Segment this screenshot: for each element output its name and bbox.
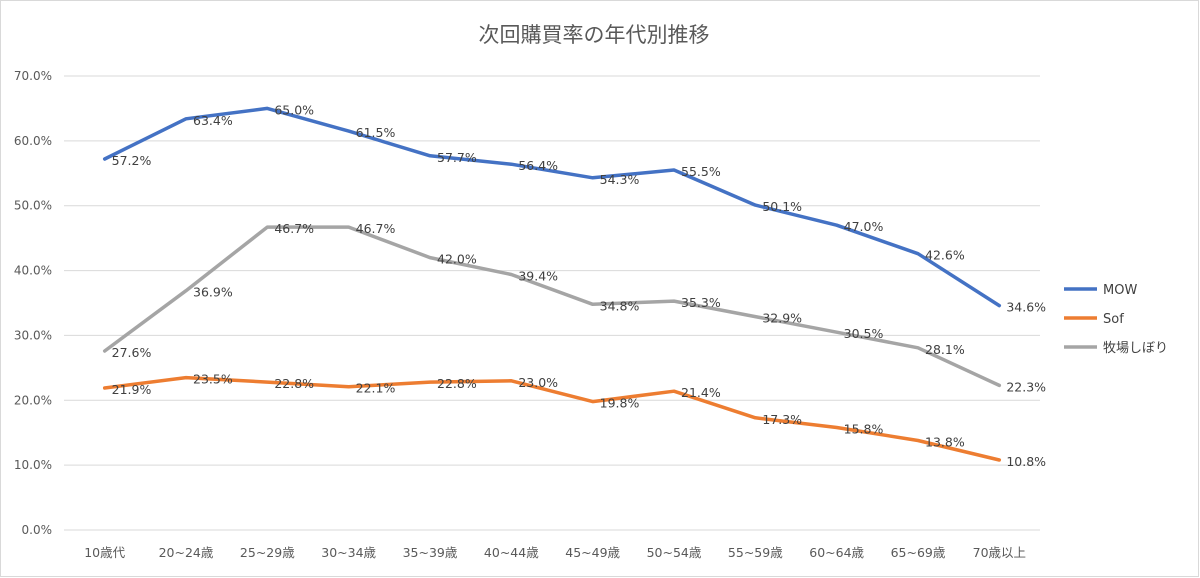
x-tick-label: 35~39歳 (403, 545, 458, 560)
y-tick-label: 60.0% (14, 134, 52, 148)
legend-label: 牧場しぼり (1103, 341, 1168, 356)
data-label: 63.4% (193, 113, 233, 128)
x-tick-label: 50~54歳 (647, 545, 702, 560)
x-tick-label: 20~24歳 (159, 545, 214, 560)
data-label: 22.8% (274, 376, 314, 391)
data-label: 17.3% (762, 412, 802, 427)
data-label: 35.3% (681, 295, 721, 310)
data-label: 50.1% (762, 199, 802, 214)
data-label: 28.1% (925, 342, 965, 357)
y-tick-label: 30.0% (14, 328, 52, 342)
data-label: 23.5% (193, 372, 233, 387)
data-label: 46.7% (356, 221, 396, 236)
y-tick-label: 40.0% (14, 264, 52, 278)
data-label: 21.4% (681, 385, 721, 400)
data-label: 34.8% (600, 298, 640, 313)
data-label: 22.3% (1006, 379, 1046, 394)
x-tick-label: 60~64歳 (809, 545, 864, 560)
x-tick-label: 10歳代 (84, 545, 125, 560)
x-axis-ticks: 10歳代 20~24歳 25~29歳 30~34歳 35~39歳 40~44歳 45~49歳… (84, 545, 1026, 560)
data-label: 27.6% (112, 345, 152, 360)
data-label: 22.1% (356, 381, 396, 396)
data-label: 55.5% (681, 164, 721, 179)
data-label: 57.7% (437, 150, 477, 165)
data-label: 42.6% (925, 248, 965, 263)
data-label: 54.3% (600, 172, 640, 187)
x-tick-label: 25~29歳 (240, 545, 295, 560)
data-label: 42.0% (437, 252, 477, 267)
data-label: 13.8% (925, 434, 965, 449)
data-label: 23.0% (518, 375, 558, 390)
legend: MOW Sof 牧場しぼり (1064, 283, 1168, 356)
data-label: 46.7% (274, 221, 314, 236)
y-tick-label: 10.0% (14, 458, 52, 472)
data-labels: 57.2% 63.4% 65.0% 61.5% 57.7% 56.4% 54.3% 55.5%… (112, 102, 1046, 469)
x-tick-label: 40~44歳 (484, 545, 539, 560)
data-label: 30.5% (844, 326, 884, 341)
legend-label: Sof (1103, 312, 1124, 327)
legend-label: MOW (1103, 283, 1137, 298)
data-label: 36.9% (193, 285, 233, 300)
data-label: 19.8% (600, 396, 640, 411)
data-label: 15.8% (844, 422, 884, 437)
data-label: 47.0% (844, 219, 884, 234)
data-label: 56.4% (518, 158, 558, 173)
data-label: 39.4% (518, 268, 558, 283)
data-label: 10.8% (1006, 454, 1046, 469)
gridlines (64, 75, 1040, 531)
series-line-Sof (102, 375, 1002, 462)
series-line-牧場しぼり (102, 225, 1002, 388)
data-label: 32.9% (762, 311, 802, 326)
y-axis-ticks: 0.0% 10.0% 20.0% 30.0% 40.0% 50.0% 60.0% 70.0% (14, 69, 52, 537)
data-label: 61.5% (356, 125, 396, 140)
y-tick-label: 20.0% (14, 393, 52, 407)
series-lines (102, 106, 1002, 462)
data-label: 65.0% (274, 102, 314, 117)
x-tick-label: 55~59歳 (728, 545, 783, 560)
data-label: 21.9% (112, 382, 152, 397)
data-label: 34.6% (1006, 300, 1046, 315)
data-label: 57.2% (112, 153, 152, 168)
x-tick-label: 45~49歳 (565, 545, 620, 560)
y-tick-label: 50.0% (14, 199, 52, 213)
series-line-MOW (102, 106, 1002, 308)
chart-title: 次回購買率の年代別推移 (479, 23, 710, 47)
x-tick-label: 70歳以上 (973, 545, 1026, 560)
x-tick-label: 65~69歳 (891, 545, 946, 560)
x-tick-label: 30~34歳 (321, 545, 376, 560)
y-tick-label: 70.0% (14, 69, 52, 83)
data-label: 22.8% (437, 376, 477, 391)
y-tick-label: 0.0% (22, 523, 53, 537)
